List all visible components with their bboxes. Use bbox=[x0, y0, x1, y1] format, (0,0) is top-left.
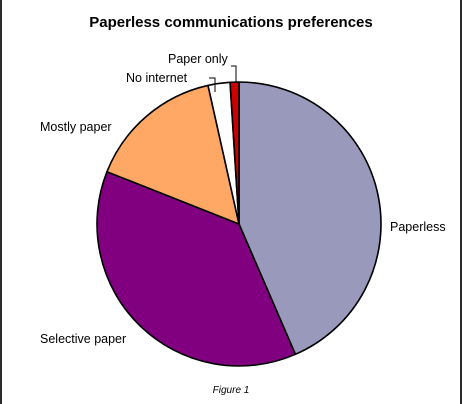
slice-label-mostly-paper: Mostly paper bbox=[40, 120, 112, 134]
pie-slice-paper-only bbox=[229, 81, 240, 225]
slice-label-paper-only: Paper only bbox=[168, 52, 229, 66]
figure-caption: Figure 1 bbox=[212, 385, 250, 396]
slice-label-paperless: Paperless bbox=[390, 220, 446, 234]
leader-line-paper-only bbox=[231, 65, 237, 83]
pie-slice-selective-paper bbox=[96, 170, 297, 367]
slice-label-no-internet: No internet bbox=[126, 71, 188, 85]
chart-title: Paperless communications preferences bbox=[89, 14, 373, 31]
pie-slice-mostly-paper bbox=[106, 84, 240, 225]
leader-line-no-internet bbox=[209, 77, 216, 92]
slice-label-selective-paper: Selective paper bbox=[40, 332, 126, 346]
pie-slice-paperless bbox=[238, 81, 382, 356]
